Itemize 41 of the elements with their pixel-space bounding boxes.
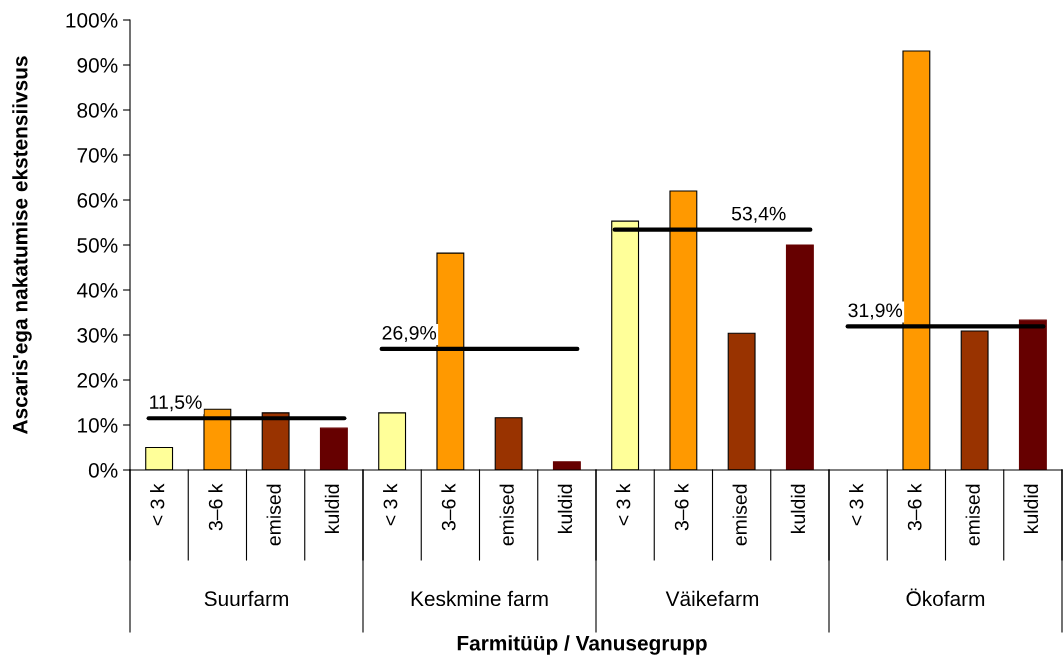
text: kuldid: [557, 484, 573, 533]
text: emised: [266, 484, 281, 546]
y-axis-title: Ascaris'ega nakatumise ekstensiivsus: [12, 56, 32, 434]
y-tick-label: 80%: [77, 103, 118, 118]
y-tick-label: 50%: [77, 238, 118, 253]
x-tick-label: Keskmine farm: [411, 590, 548, 607]
y-tick-label: 0%: [88, 463, 118, 478]
text: emised: [499, 484, 514, 546]
text: < 3 k: [616, 483, 631, 526]
ref-line-label: 31,9%: [848, 303, 903, 320]
y-tick-label: 70%: [77, 148, 118, 163]
text: emised: [732, 484, 747, 546]
text: 3–6 k: [208, 483, 223, 531]
bar: [785, 244, 814, 470]
x-tick-label: Ökofarm: [906, 588, 985, 607]
text: < 3 k: [383, 483, 398, 526]
text: emised: [965, 484, 980, 546]
x-tick-label: Suurfarm: [204, 590, 288, 607]
bar: [319, 427, 348, 470]
text: kuldid: [324, 484, 340, 533]
text: 3–6 k: [907, 483, 922, 531]
bar: [1018, 319, 1047, 470]
y-tick-label: 40%: [76, 283, 118, 298]
ref-line-label: 11,5%: [150, 395, 202, 412]
y-tick-label: 60%: [77, 193, 118, 208]
y-tick-label: 20%: [77, 373, 118, 388]
ref-line-label: 53,4%: [731, 206, 786, 223]
text: kuldid: [790, 484, 806, 533]
y-tick-label: 10%: [78, 418, 118, 433]
text: < 3 k: [150, 483, 165, 526]
x-axis-title: Farmitüüp / Vanusegrupp: [457, 635, 707, 655]
text: 3–6 k: [674, 483, 689, 531]
x-tick-label: Väikefarm: [665, 590, 759, 607]
y-tick-label: 90%: [77, 58, 118, 73]
y-tick-label: 100%: [66, 13, 118, 28]
text: kuldid: [1023, 484, 1039, 533]
ref-line-label: 26,9%: [382, 325, 437, 342]
y-tick-label: 30%: [77, 328, 118, 343]
text: 3–6 k: [441, 483, 456, 531]
bar: [552, 461, 581, 470]
text: < 3 k: [849, 483, 864, 526]
